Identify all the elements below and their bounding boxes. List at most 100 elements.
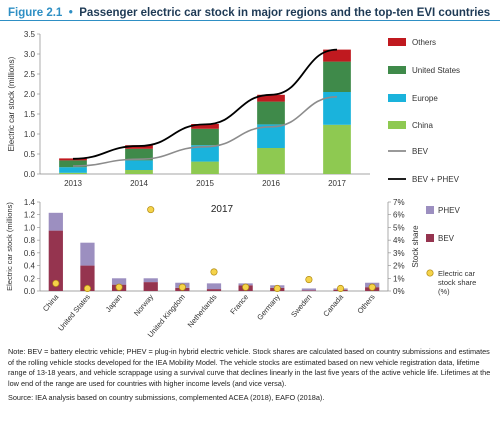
y-tick-label: 2.5 [24, 70, 36, 79]
bar-europe-2016 [257, 124, 285, 148]
stock-share-point-germany [273, 284, 281, 293]
bar-united-states-2016 [257, 101, 285, 125]
x-tick-label: Canada [321, 292, 345, 319]
x-tick-label: United States [56, 292, 92, 332]
bar-united-states-2015 [191, 128, 219, 146]
legend-label-europe: Europe [412, 94, 438, 103]
stock-share-point-norway [147, 206, 155, 214]
x-tick-label: Norway [132, 292, 155, 317]
bar-others-2015 [191, 124, 219, 129]
x-tick-label: 2015 [196, 179, 214, 188]
legend-label-phev: PHEV [438, 206, 460, 215]
legend-swatch-phev [426, 206, 434, 214]
x-tick-label: France [228, 293, 250, 317]
x-tick-label: 2013 [64, 179, 82, 188]
bar-china-2017 [323, 124, 351, 174]
y-tick-label: 0.0 [24, 287, 36, 296]
y2-tick-label: 2% [393, 262, 405, 271]
bar-phev-netherlands [206, 283, 222, 290]
legend-swatch-europe [388, 94, 406, 102]
stock-share-point-others [368, 283, 376, 291]
bar-united-states-2017 [323, 61, 351, 92]
x-tick-label: Japan [104, 293, 124, 314]
y-axis-label: Electric car stock (millions) [5, 202, 14, 291]
bar-phev-japan [111, 278, 127, 285]
bar-united-states-2013 [59, 160, 87, 168]
y2-axis-label: Stock share [411, 225, 420, 268]
bar-china-2014 [125, 170, 153, 174]
x-tick-label: 2014 [130, 179, 148, 188]
stock-share-point-sweden [305, 276, 313, 284]
legend-label-united-states: United States [412, 66, 460, 75]
y2-tick-label: 5% [393, 223, 405, 232]
note-text: Note: BEV = battery electric vehicle; PH… [8, 347, 491, 388]
stock-share-point-netherlands [210, 268, 218, 276]
bar-europe-2014 [125, 160, 153, 170]
bar-europe-2013 [59, 167, 87, 173]
legend-swatch-others [388, 38, 406, 46]
legend-label-bev: BEV [438, 234, 455, 243]
figure-label: Figure 2.1 [8, 7, 63, 19]
y-tick-label: 1.4 [24, 198, 36, 207]
x-tick-label: Germany [255, 292, 282, 322]
bar-europe-2015 [191, 145, 219, 162]
y-tick-label: 0.4 [24, 262, 36, 271]
bar-bev-china [48, 230, 63, 291]
stock-share-point-china [52, 279, 60, 287]
bar-bev-sweden [301, 290, 317, 291]
stock-share-point-france [242, 283, 250, 291]
x-tick-label: 2016 [262, 179, 280, 188]
y2-tick-label: 0% [393, 287, 405, 296]
y2-tick-label: 4% [393, 236, 405, 245]
legend-label-china: China [412, 121, 433, 130]
bar-phev-china [48, 212, 63, 231]
y-tick-label: 1.5 [24, 110, 36, 119]
figure-header: Figure 2.1 • Passenger electric car stoc… [0, 0, 500, 21]
legend-label-bev-phev: BEV + PHEV [412, 175, 460, 184]
bar-phev-united-states [80, 242, 95, 266]
y-tick-label: 0.0 [24, 170, 36, 179]
figure-bullet: • [68, 7, 73, 19]
x-tick-label: Others [355, 292, 377, 315]
bar-united-states-2014 [125, 148, 153, 161]
bar-china-2015 [191, 161, 219, 174]
y-tick-label: 1.0 [24, 223, 36, 232]
y-tick-label: 3.0 [24, 50, 36, 59]
legend-label-stock-share: Electric car stock share (%) [438, 269, 476, 296]
y-tick-label: 0.5 [24, 150, 36, 159]
legend-swatch-stock-share [426, 269, 434, 277]
legend-swatch-united-states [388, 66, 406, 74]
line-bev-phev [72, 48, 338, 160]
bar-phev-norway [143, 278, 158, 283]
country-stock-chart: 0.0 0.2 0.4 0.6 0.8 1.0 1.2 1.4 Electric car sto… [5, 198, 476, 339]
bar-others-2016 [257, 94, 285, 102]
y-tick-label: 0.8 [24, 236, 36, 245]
x-tick-label: Sweden [289, 293, 313, 320]
figure-title: Passenger electric car stock in major re… [79, 7, 491, 19]
bar-others-2014 [125, 145, 153, 149]
bar-bev-netherlands [206, 289, 222, 291]
legend-swatch-bev [426, 234, 434, 242]
y2-tick-label: 3% [393, 249, 405, 258]
bar-bev-norway [143, 282, 158, 291]
x-tick-label: Netherlands [186, 292, 219, 329]
y-tick-label: 2.0 [24, 90, 36, 99]
x-tick-label: 2017 [328, 179, 346, 188]
x-tick-label: China [41, 292, 61, 313]
bar-china-2013 [59, 172, 87, 174]
y2-tick-label: 6% [393, 211, 405, 220]
stock-share-point-united-states [83, 284, 92, 293]
y-axis-label: Electric car stock (millions) [7, 56, 16, 151]
bar-others-2017 [323, 49, 351, 62]
regional-stock-chart: 0.0 0.5 1.0 1.5 2.0 2.5 3.0 3.5 Electric car sto… [7, 30, 460, 188]
chart-title: 2017 [211, 204, 234, 215]
bar-bev-united-states [80, 265, 95, 291]
bar-phev-sweden [301, 288, 317, 291]
legend-swatch-china [388, 121, 406, 129]
line-bev [72, 96, 338, 167]
y-tick-label: 0.6 [24, 249, 36, 258]
y-tick-label: 1.0 [24, 130, 36, 139]
legend-label-others: Others [412, 38, 436, 47]
y2-tick-label: 1% [393, 274, 405, 283]
bar-china-2016 [257, 148, 285, 174]
